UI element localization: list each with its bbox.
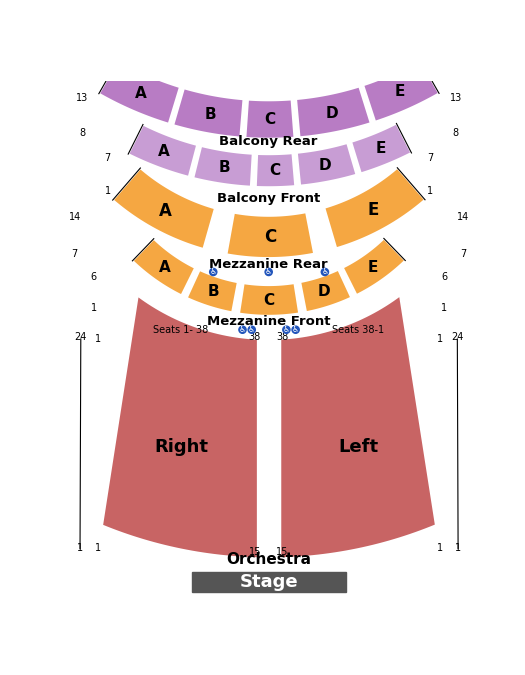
Text: Orchestra: Orchestra (226, 552, 311, 568)
Polygon shape (300, 270, 351, 313)
Text: 1: 1 (94, 334, 101, 344)
Text: Balcony Front: Balcony Front (217, 192, 320, 205)
Text: A: A (158, 144, 170, 159)
Text: 6: 6 (441, 272, 447, 282)
Text: A: A (135, 86, 146, 101)
Text: 1: 1 (437, 543, 444, 553)
Text: E: E (368, 260, 379, 275)
Text: ♿: ♿ (321, 267, 329, 277)
Text: C: C (264, 112, 276, 127)
Circle shape (283, 326, 290, 333)
Text: 1: 1 (441, 303, 447, 313)
Text: Right: Right (154, 438, 208, 456)
Text: E: E (368, 201, 379, 219)
Polygon shape (239, 283, 299, 316)
Text: B: B (218, 160, 230, 175)
Polygon shape (193, 146, 253, 187)
Text: B: B (208, 284, 219, 300)
Text: Mezzanine Rear: Mezzanine Rear (209, 258, 328, 271)
Polygon shape (113, 168, 215, 249)
Polygon shape (245, 99, 295, 139)
Text: 1: 1 (94, 543, 101, 553)
Text: 1: 1 (91, 303, 97, 313)
Text: 14: 14 (68, 211, 81, 221)
Text: ♿: ♿ (283, 325, 290, 334)
Text: 8: 8 (453, 128, 459, 138)
Polygon shape (296, 86, 371, 138)
Text: 1: 1 (77, 543, 83, 553)
Text: A: A (159, 260, 171, 275)
Polygon shape (193, 572, 345, 591)
Polygon shape (173, 88, 244, 138)
Text: Seats 38-1: Seats 38-1 (332, 325, 384, 335)
Text: C: C (270, 163, 281, 178)
Text: 7: 7 (427, 153, 434, 163)
Polygon shape (363, 60, 439, 122)
Text: 7: 7 (71, 249, 78, 259)
Text: 24: 24 (451, 331, 464, 342)
Polygon shape (128, 124, 197, 177)
Polygon shape (343, 238, 405, 295)
Circle shape (239, 326, 246, 333)
Text: Stage: Stage (240, 573, 298, 591)
Polygon shape (132, 239, 195, 296)
Polygon shape (102, 296, 258, 558)
Text: 1: 1 (427, 186, 434, 196)
Text: D: D (318, 284, 331, 299)
Text: 13: 13 (449, 93, 462, 103)
Text: 7: 7 (104, 153, 111, 163)
Text: ♿: ♿ (292, 325, 299, 334)
Text: 1: 1 (437, 334, 444, 344)
Polygon shape (351, 124, 412, 173)
Text: E: E (395, 84, 405, 99)
Circle shape (321, 269, 329, 275)
Text: 38: 38 (249, 331, 261, 342)
Text: E: E (375, 142, 385, 157)
Circle shape (265, 269, 272, 275)
Text: 15: 15 (249, 547, 261, 558)
Circle shape (248, 326, 255, 333)
Text: 8: 8 (79, 128, 86, 138)
Polygon shape (280, 295, 436, 558)
Text: D: D (319, 158, 332, 173)
Text: ♿: ♿ (248, 325, 255, 334)
Text: 14: 14 (457, 211, 470, 221)
Text: Balcony Rear: Balcony Rear (219, 134, 318, 148)
Polygon shape (187, 270, 238, 313)
Text: 13: 13 (76, 93, 88, 103)
Text: ♿: ♿ (239, 325, 246, 334)
Text: C: C (264, 293, 275, 308)
Polygon shape (226, 212, 314, 258)
Text: ♿: ♿ (209, 267, 217, 277)
Text: B: B (204, 107, 216, 122)
Text: ♿: ♿ (265, 267, 272, 277)
Text: Seats 1- 38: Seats 1- 38 (153, 325, 208, 335)
Text: Left: Left (338, 438, 378, 456)
Text: Mezzanine Front: Mezzanine Front (207, 315, 330, 328)
Text: 38: 38 (277, 331, 289, 342)
Polygon shape (324, 168, 425, 248)
Polygon shape (297, 143, 356, 186)
Text: 1: 1 (455, 543, 461, 553)
Polygon shape (256, 153, 295, 187)
Text: D: D (326, 106, 338, 121)
Text: 6: 6 (91, 272, 97, 282)
Text: 1: 1 (104, 186, 111, 196)
Text: 15: 15 (276, 547, 289, 558)
Text: C: C (264, 228, 276, 246)
Circle shape (292, 326, 299, 333)
Polygon shape (99, 60, 180, 124)
Text: 7: 7 (460, 249, 467, 259)
Circle shape (209, 269, 217, 275)
Text: 24: 24 (75, 331, 87, 342)
Text: A: A (159, 202, 172, 220)
